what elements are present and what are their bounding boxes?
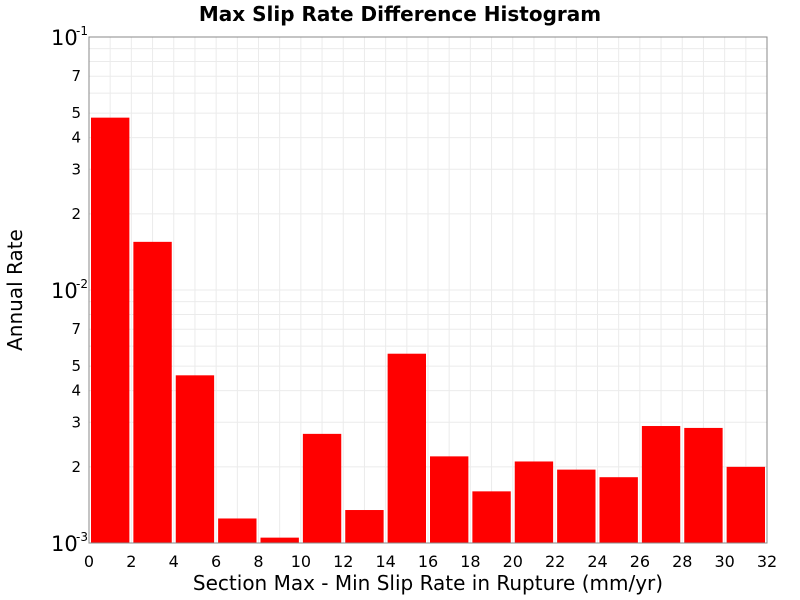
- histogram-bar-15: [726, 466, 765, 543]
- histogram-bar-8: [430, 456, 469, 543]
- histogram-bar-6: [345, 510, 384, 543]
- x-tick-label: 10: [291, 552, 311, 571]
- x-tick-label: 24: [587, 552, 607, 571]
- bars-layer: [91, 117, 765, 544]
- histogram-bar-2: [175, 375, 215, 543]
- histogram-bar-5: [302, 433, 342, 543]
- x-axis-label: Section Max - Min Slip Rate in Rupture (…: [193, 571, 663, 595]
- x-tick-label: 30: [714, 552, 734, 571]
- y-minor-tick-label: 3: [71, 413, 81, 431]
- x-tick-label: 14: [375, 552, 395, 571]
- x-tick-label: 18: [460, 552, 480, 571]
- y-major-tick-base: 10: [51, 532, 78, 556]
- histogram-bar-9: [472, 491, 511, 543]
- x-tick-labels: 0 2 4 6 8 10 12 14 16 18 20 22 24 26 28 30 32: [84, 552, 777, 571]
- histogram-bar-3: [218, 518, 257, 543]
- x-tick-label: 22: [545, 552, 565, 571]
- histogram-bar-13: [641, 426, 681, 543]
- y-minor-tick-label: 4: [71, 382, 81, 400]
- x-tick-label: 0: [84, 552, 94, 571]
- chart-title: Max Slip Rate Difference Histogram: [199, 2, 601, 26]
- histogram-bar-14: [684, 427, 723, 543]
- grid-layer: [88, 37, 768, 544]
- histogram-bar-0: [91, 117, 130, 543]
- y-minor-tick-label: 3: [71, 160, 81, 178]
- y-major-tick-exponent: -3: [76, 530, 88, 544]
- y-minor-tick-label: 5: [71, 357, 81, 375]
- histogram-bar-10: [514, 461, 554, 543]
- y-major-tick-base: 10: [51, 279, 78, 303]
- y-minor-tick-label: 7: [71, 320, 81, 338]
- y-minor-tick-label: 5: [71, 104, 81, 122]
- y-major-tick-base: 10: [51, 26, 78, 50]
- histogram-bar-12: [599, 477, 638, 543]
- y-minor-tick-label: 7: [71, 67, 81, 85]
- y-major-tick-exponent: -2: [76, 277, 88, 291]
- x-tick-label: 20: [503, 552, 523, 571]
- x-tick-label: 32: [757, 552, 777, 571]
- x-tick-label: 28: [672, 552, 692, 571]
- y-minor-tick-label: 4: [71, 129, 81, 147]
- y-minor-tick-label: 2: [71, 458, 81, 476]
- x-tick-label: 12: [333, 552, 353, 571]
- y-axis-label: Annual Rate: [3, 229, 27, 351]
- histogram-bar-1: [133, 241, 172, 544]
- x-tick-label: 8: [253, 552, 263, 571]
- histogram-bar-11: [557, 469, 596, 543]
- x-tick-label: 2: [126, 552, 136, 571]
- plot-frame: [88, 36, 768, 544]
- y-minor-tick-label: 2: [71, 205, 81, 223]
- histogram-bar-4: [260, 537, 299, 543]
- histogram-bar-7: [387, 353, 426, 543]
- x-tick-label: 16: [418, 552, 438, 571]
- y-major-tick-exponent: -1: [76, 24, 88, 38]
- x-tick-label: 26: [630, 552, 650, 571]
- x-tick-label: 4: [169, 552, 179, 571]
- x-tick-label: 6: [211, 552, 221, 571]
